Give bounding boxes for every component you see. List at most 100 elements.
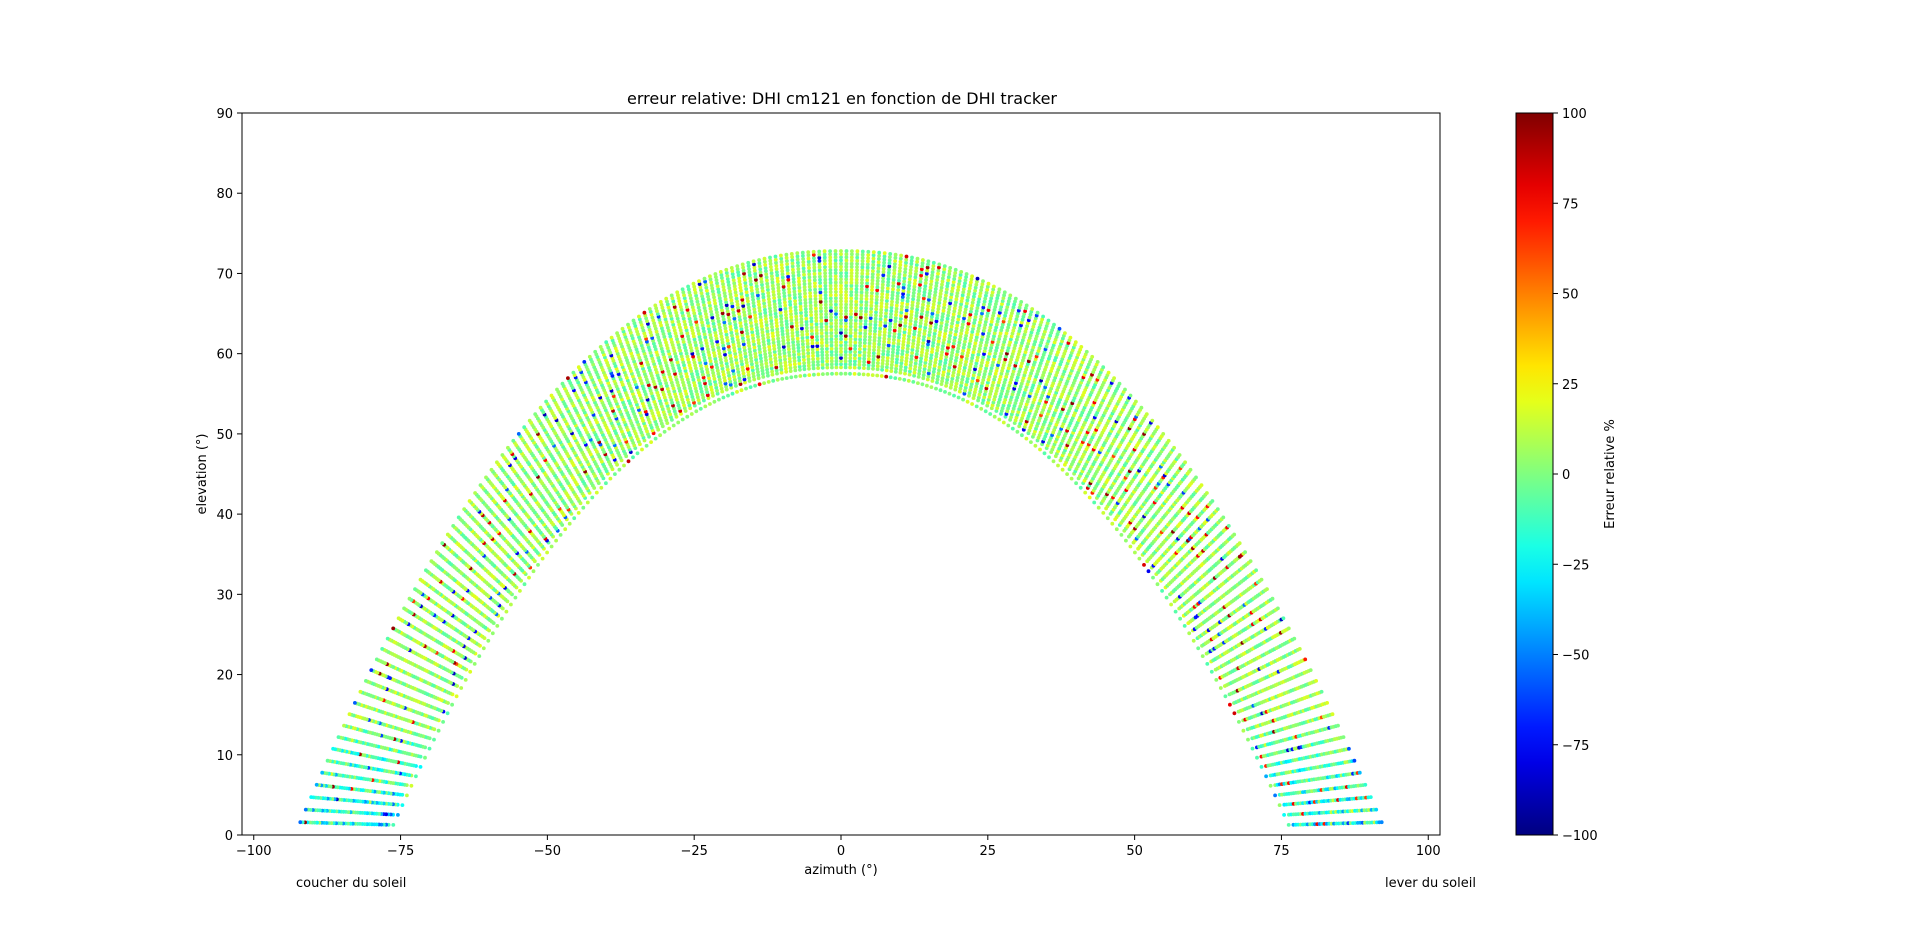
data-point (829, 337, 834, 342)
data-point (866, 363, 871, 368)
data-point (699, 389, 704, 394)
chart-title: erreur relative: DHI cm121 en fonction d… (627, 89, 1057, 108)
data-point (820, 347, 824, 351)
data-point (899, 361, 904, 366)
data-point (932, 366, 937, 371)
data-point (885, 356, 890, 360)
data-point (931, 343, 935, 348)
data-point (720, 366, 725, 371)
data-point (954, 381, 959, 386)
data-point (796, 339, 800, 344)
data-point (815, 350, 820, 355)
data-point (862, 344, 867, 348)
data-point (1069, 476, 1074, 481)
data-point (696, 378, 701, 382)
data-point (710, 391, 715, 395)
data-point (785, 334, 790, 339)
data-point (680, 397, 685, 402)
data-point (825, 356, 829, 361)
data-point (960, 354, 964, 359)
data-point (901, 342, 906, 347)
data-point (715, 391, 720, 396)
data-point (409, 783, 414, 788)
data-point (709, 362, 713, 366)
data-point (890, 353, 895, 358)
data-point (983, 392, 987, 397)
data-point (949, 382, 954, 387)
data-point (1001, 386, 1005, 391)
data-point (1277, 803, 1282, 807)
data-point (858, 334, 863, 339)
data-point (948, 362, 952, 367)
data-point (763, 355, 768, 360)
data-point (681, 380, 685, 385)
data-point (622, 463, 626, 468)
data-point (877, 336, 882, 340)
data-point (941, 370, 946, 374)
data-point (922, 370, 926, 374)
data-point (743, 380, 747, 385)
data-point (698, 360, 702, 365)
data-point (785, 331, 790, 336)
data-point (718, 380, 723, 385)
data-point (745, 363, 750, 368)
data-point (792, 356, 797, 360)
data-point (921, 341, 926, 345)
data-point (972, 370, 977, 375)
data-point (670, 400, 674, 405)
data-point (773, 359, 778, 364)
data-point (450, 702, 454, 707)
data-point (897, 332, 902, 337)
data-point (572, 516, 577, 521)
data-point (738, 382, 743, 386)
data-point (707, 376, 711, 380)
data-point (872, 338, 877, 343)
data-point (707, 356, 712, 360)
data-point (1051, 459, 1056, 464)
data-point (683, 389, 688, 393)
data-point (800, 326, 804, 331)
data-point (970, 402, 974, 406)
data-point (738, 379, 742, 383)
data-point (868, 328, 873, 333)
data-point (945, 377, 950, 382)
data-point (938, 388, 943, 393)
data-point (994, 409, 999, 413)
data-point (1142, 563, 1146, 567)
data-point (960, 377, 965, 382)
data-point (805, 332, 810, 337)
data-point (702, 398, 706, 403)
data-point (809, 325, 814, 330)
data-point (926, 371, 931, 376)
data-point (829, 324, 834, 329)
data-point (726, 370, 731, 375)
data-point (1264, 774, 1268, 779)
data-point (1223, 694, 1228, 699)
data-point (788, 359, 792, 364)
data-point (870, 373, 875, 377)
data-point (992, 377, 997, 382)
data-point (708, 359, 713, 363)
data-point (988, 412, 993, 416)
data-point (709, 388, 714, 392)
data-point (731, 368, 735, 373)
data-point (792, 362, 797, 366)
data-point (946, 345, 950, 350)
data-point (939, 356, 943, 361)
data-point (664, 381, 668, 385)
data-point (617, 467, 622, 472)
data-point (719, 386, 724, 391)
data-point (770, 369, 774, 374)
data-point (809, 328, 814, 333)
data-point (1060, 467, 1065, 472)
data-point (801, 342, 805, 347)
data-point (815, 356, 820, 361)
data-point (746, 369, 751, 374)
data-point (891, 341, 896, 345)
data-point (717, 374, 721, 379)
data-point (815, 353, 820, 358)
data-point (954, 358, 958, 363)
data-point (1182, 624, 1187, 628)
data-point (816, 366, 820, 370)
data-point (969, 359, 974, 363)
